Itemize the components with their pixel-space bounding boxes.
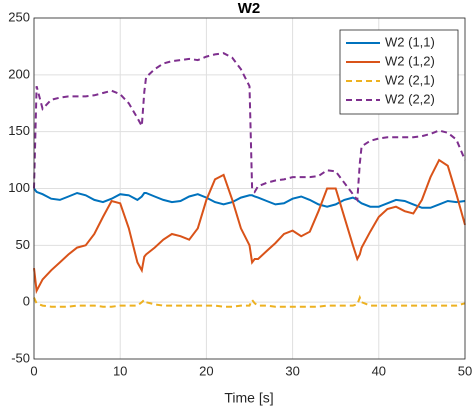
y-tick-label: 100 xyxy=(8,180,30,195)
legend-label: W2 (2,1) xyxy=(385,72,435,87)
x-tick-label: 20 xyxy=(199,363,213,378)
series-line xyxy=(33,187,466,209)
y-tick-label: 50 xyxy=(16,237,30,252)
series-line xyxy=(33,294,466,308)
x-tick-label: 40 xyxy=(372,363,386,378)
series-line xyxy=(33,52,466,203)
y-tick-label: 250 xyxy=(8,9,30,24)
legend-label: W2 (2,2) xyxy=(385,91,435,106)
chart-title: W2 xyxy=(238,0,261,17)
x-axis-label: Time [s] xyxy=(224,390,273,406)
y-tick-label: 0 xyxy=(23,294,30,309)
x-tick-label: 50 xyxy=(458,363,472,378)
x-tick-label: 0 xyxy=(30,363,37,378)
y-tick-label: 150 xyxy=(8,123,30,138)
series-line xyxy=(33,158,466,295)
legend-label: W2 (1,1) xyxy=(385,34,435,49)
legend-label: W2 (1,2) xyxy=(385,53,435,68)
axes-box xyxy=(33,17,466,360)
y-tick-label: -50 xyxy=(11,350,30,365)
y-tick-label: 200 xyxy=(8,66,30,81)
x-tick-label: 30 xyxy=(285,363,299,378)
x-tick-label: 10 xyxy=(113,363,127,378)
